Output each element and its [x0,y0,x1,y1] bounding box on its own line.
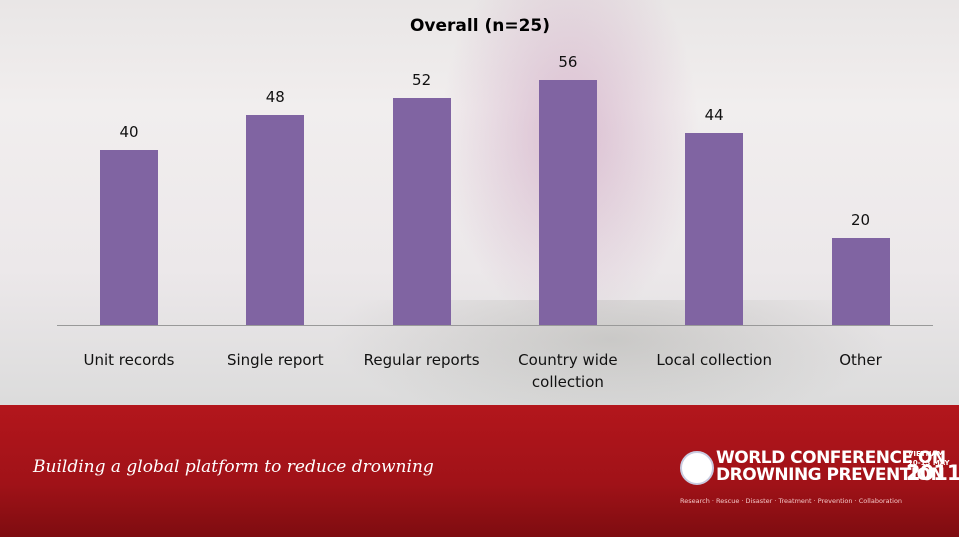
logo-year: 2011 [906,461,959,485]
data-label: 56 [558,53,578,71]
bar [685,132,744,325]
logo-badge [680,451,714,485]
data-label: 52 [412,70,432,89]
bar [100,150,158,325]
tagline: Research · Rescue · Disaster · Treatment… [680,497,903,505]
chart: Overall (n=25) 40 Unit records 48 Single re… [57,16,933,391]
footer: Building a global platform to reduce dro… [0,405,959,537]
x-tick-label: Local collection [656,351,772,369]
x-tick-label: Single report [226,351,324,369]
slogan: Building a global platform to reduce dro… [33,457,434,477]
bar [831,237,890,325]
bar [246,115,305,325]
logo-text: DROWNING PREVENTION [716,465,945,485]
logo-country: VIETNAM [908,450,944,458]
data-label: 40 [119,123,139,141]
x-tick-label: Unit records [83,351,175,369]
data-label: 44 [704,105,724,124]
logo-dates: 10-13 MAY [908,459,950,467]
data-label: 48 [265,88,285,106]
x-tick-label: Regular reports [363,351,480,369]
bar [392,97,451,325]
x-tick-label: Country wide collection [518,351,618,391]
x-tick-label: Other [839,351,882,369]
data-label: 20 [850,210,871,229]
logo-text: WORLD CONFERENCE ON [716,448,946,468]
chart-title: Overall (n=25) [409,16,551,36]
bar [538,80,597,325]
baseline [57,325,933,326]
